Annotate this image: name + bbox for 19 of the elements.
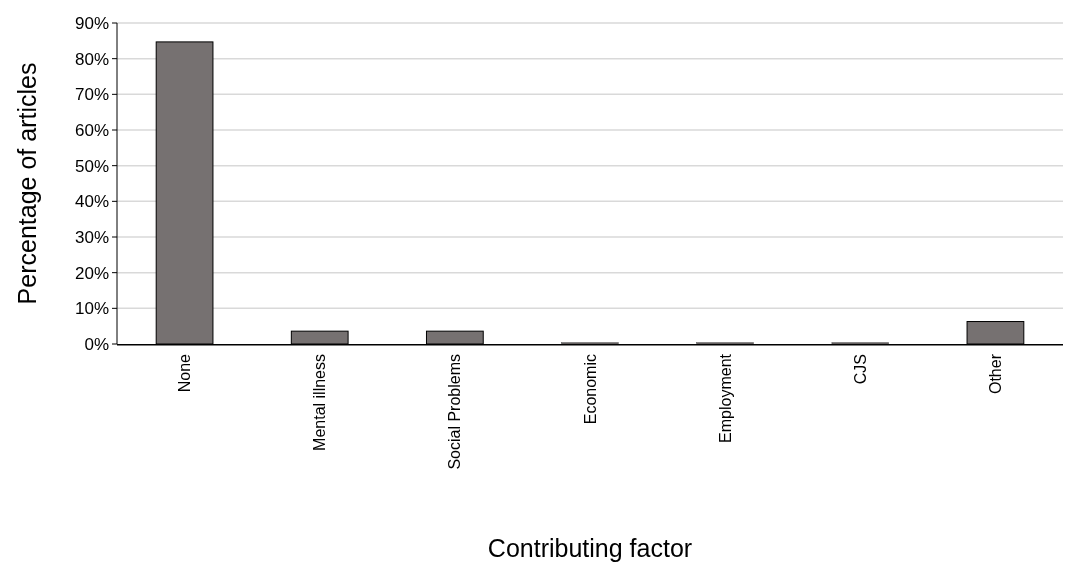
y-tick-label: 30% xyxy=(74,227,109,247)
y-tick-label: 70% xyxy=(74,85,109,105)
x-axis-title: Contributing factor xyxy=(487,534,693,562)
x-tick-label: Employment xyxy=(716,353,734,443)
y-tick-label: 80% xyxy=(74,49,109,69)
x-tick-label: Other xyxy=(987,353,1005,395)
y-tick-label: 20% xyxy=(74,263,109,283)
y-tick-label: 50% xyxy=(74,156,109,176)
x-tick-label: None xyxy=(176,353,194,393)
x-tick-label: Economic xyxy=(581,354,599,425)
y-tick-label: 10% xyxy=(74,299,109,319)
y-tick-label: 90% xyxy=(74,13,109,33)
x-tick-label: Mental illness xyxy=(311,354,329,451)
y-tick-label: 40% xyxy=(74,192,109,212)
y-tick-label: 0% xyxy=(84,334,109,354)
x-tick-label: CJS xyxy=(851,354,869,385)
y-tick-label: 60% xyxy=(74,120,109,140)
y-axis-title: Percentage of articles xyxy=(13,62,41,305)
x-tick-label: Social Problems xyxy=(446,354,464,470)
